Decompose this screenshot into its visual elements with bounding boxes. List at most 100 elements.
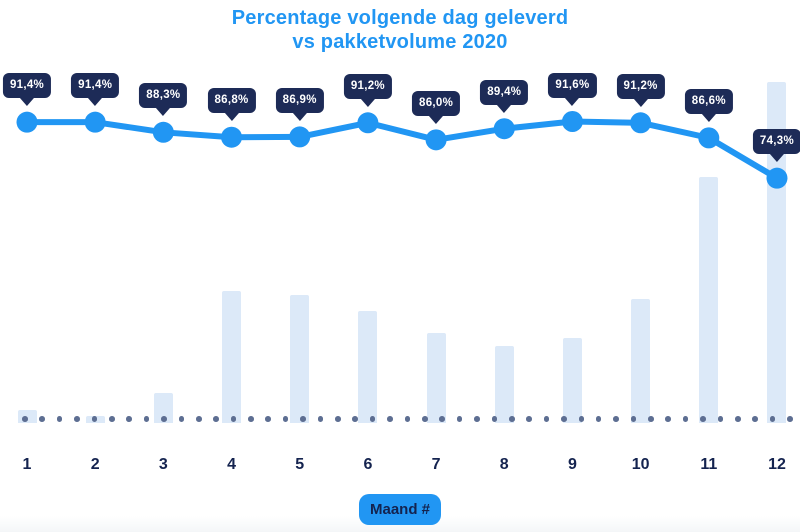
- baseline-dot: [561, 416, 567, 422]
- volume-bar: [222, 291, 242, 423]
- baseline-dot: [456, 416, 463, 422]
- line-point-marker: [289, 126, 311, 148]
- baseline-dot: [108, 416, 115, 422]
- baseline-dot: [178, 416, 185, 422]
- x-tick-label: 1: [22, 456, 32, 473]
- data-label-bubble: 88,3%: [139, 83, 188, 109]
- baseline-dot: [630, 416, 637, 422]
- baseline-dot: [787, 416, 793, 422]
- baseline-dot: [126, 416, 132, 422]
- baseline-dot: [265, 416, 272, 422]
- volume-bar: [494, 345, 514, 423]
- line-point-marker: [561, 111, 583, 133]
- volume-bar: [767, 82, 787, 423]
- baseline-dot: [91, 416, 98, 422]
- chart-title: Percentage volgende dag geleverd vs pakk…: [0, 6, 800, 54]
- x-tick-label: 10: [631, 456, 650, 473]
- line-point-marker: [698, 127, 720, 149]
- data-label-bubble: 91,6%: [548, 72, 597, 98]
- chart-title-line2: vs pakketvolume 2020: [292, 31, 508, 53]
- baseline-dotted-line: [22, 416, 793, 422]
- x-tick-label: 2: [90, 456, 100, 473]
- line-point-marker: [152, 121, 174, 143]
- data-label-bubble: 91,2%: [616, 73, 665, 99]
- percentage-line: [24, 118, 780, 182]
- baseline-dot: [161, 416, 167, 422]
- volume-bar: [153, 392, 173, 423]
- line-point-marker: [630, 112, 652, 134]
- volume-bar: [290, 295, 310, 423]
- data-label-bubble: 91,4%: [2, 73, 52, 99]
- baseline-dot: [421, 416, 428, 422]
- baseline-dot: [595, 416, 602, 422]
- baseline-dot: [648, 416, 654, 422]
- baseline-dot: [213, 416, 219, 422]
- baseline-dot: [369, 416, 376, 422]
- baseline-dot: [682, 416, 689, 422]
- baseline-dot: [74, 416, 80, 422]
- volume-bar: [631, 298, 651, 423]
- x-axis-label: Maand #: [369, 501, 431, 518]
- baseline-dot: [700, 416, 706, 422]
- x-tick-label: 12: [768, 456, 786, 473]
- baseline-dot: [143, 416, 150, 422]
- volume-bar: [699, 177, 719, 423]
- volume-bar: [426, 332, 446, 423]
- data-label-bubble: 89,4%: [480, 79, 529, 105]
- baseline-dot: [282, 416, 289, 422]
- volume-bar: [562, 338, 582, 423]
- data-label-bubble: 86,8%: [207, 88, 256, 114]
- x-tick-label: 5: [295, 456, 305, 473]
- baseline-dot: [735, 416, 741, 422]
- baseline-dot: [300, 416, 306, 422]
- baseline-dot: [717, 416, 724, 422]
- line-point-marker: [425, 129, 447, 151]
- x-tick-label: 6: [363, 456, 373, 473]
- baseline-dot: [508, 416, 515, 422]
- x-tick-label: 11: [700, 456, 718, 473]
- baseline-dot: [752, 416, 758, 422]
- baseline-dot: [39, 416, 45, 422]
- x-tick-label: 7: [431, 456, 441, 473]
- volume-bar: [358, 311, 378, 423]
- line-point-marker: [16, 111, 38, 133]
- line-point-marker: [493, 118, 515, 140]
- line-point-marker: [766, 167, 788, 189]
- baseline-dot: [352, 416, 359, 422]
- x-tick-label: 3: [158, 456, 168, 473]
- x-axis-label-badge: Maand #: [358, 494, 442, 525]
- x-tick-label: 8: [499, 456, 509, 473]
- baseline-dot: [613, 416, 619, 422]
- baseline-dot: [543, 416, 550, 422]
- baseline-dot: [769, 416, 776, 422]
- data-label-bubble: 86,0%: [412, 90, 461, 116]
- data-label-bubble: 91,2%: [343, 73, 392, 99]
- baseline-dot: [56, 416, 63, 422]
- line-point-marker: [84, 111, 106, 133]
- baseline-dot: [248, 416, 254, 422]
- baseline-dot: [195, 416, 202, 422]
- data-label-bubble: 91,4%: [71, 73, 120, 99]
- baseline-dot: [474, 416, 480, 422]
- chart-title-line1: Percentage volgende dag geleverd: [231, 7, 569, 29]
- baseline-dot: [230, 416, 237, 422]
- line-point-marker: [221, 126, 243, 148]
- data-label-bubble: 74,3%: [752, 129, 800, 155]
- baseline-dot: [665, 416, 672, 422]
- line-point-marker: [357, 112, 379, 134]
- baseline-dot: [439, 416, 445, 422]
- baseline-dot: [22, 416, 28, 422]
- x-tick-label: 9: [567, 456, 577, 473]
- data-label-bubble: 86,6%: [684, 88, 733, 114]
- baseline-dot: [578, 416, 585, 422]
- x-tick-label: 4: [227, 456, 236, 473]
- baseline-dot: [387, 416, 393, 422]
- data-label-bubble: 86,9%: [275, 87, 324, 113]
- baseline-dot: [404, 416, 411, 422]
- baseline-dot: [526, 416, 532, 422]
- baseline-dot: [335, 416, 341, 422]
- baseline-dot: [491, 416, 498, 422]
